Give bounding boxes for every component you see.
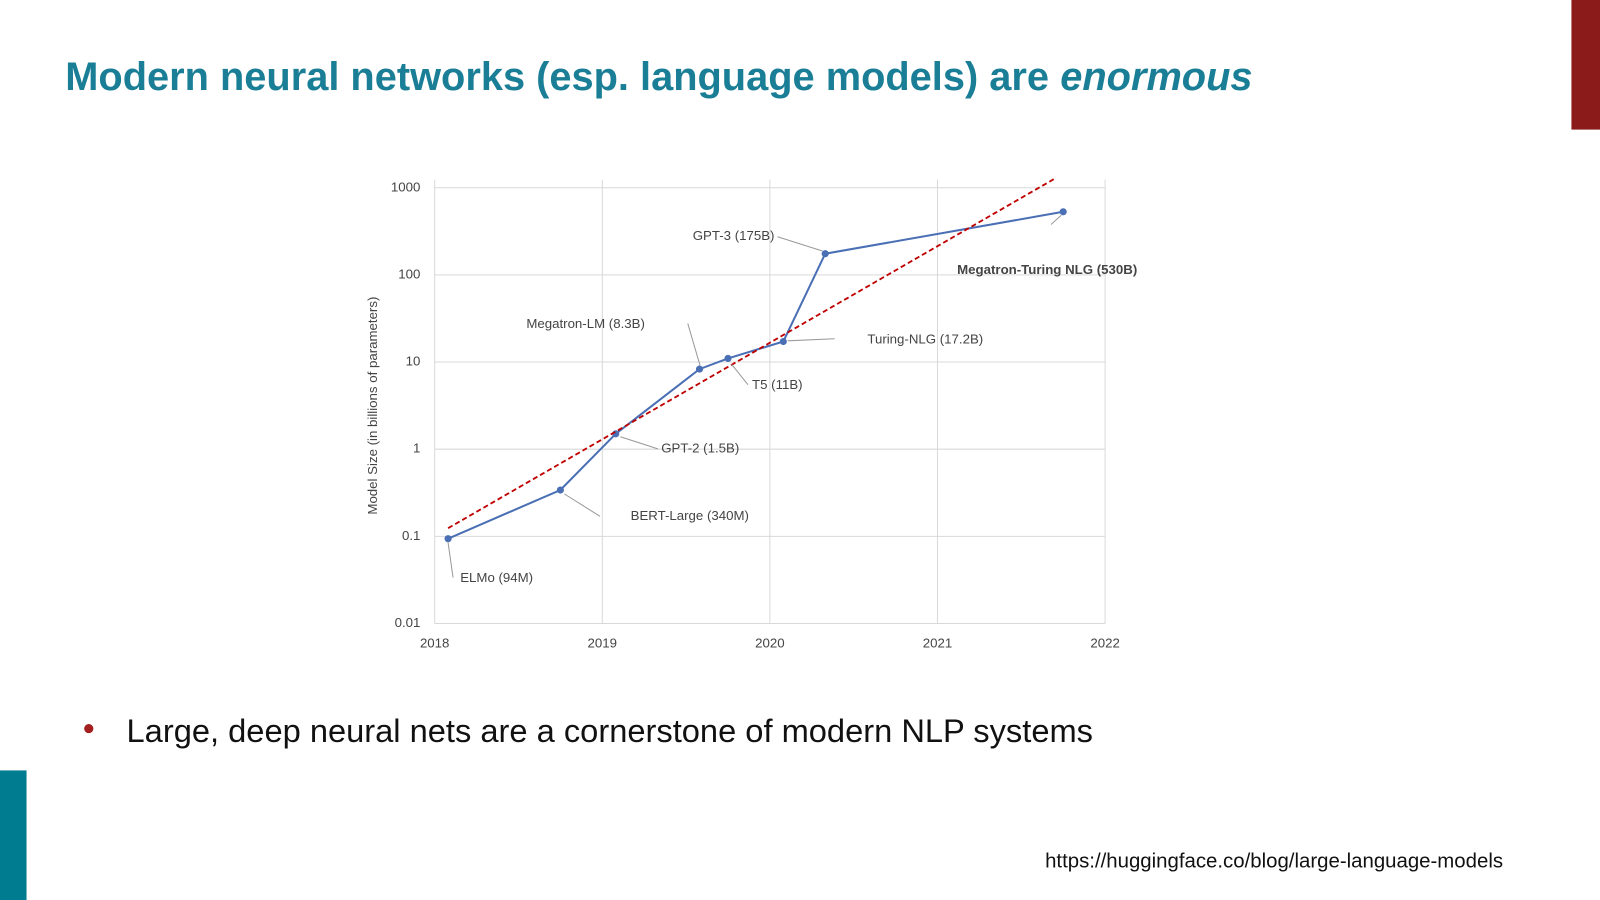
point-annotation: BERT-Large (340M) [631, 508, 749, 523]
leader-line [787, 338, 835, 342]
accent-bar [0, 770, 27, 900]
leader-line [620, 436, 659, 450]
data-point [779, 337, 787, 346]
data-point [1059, 208, 1067, 216]
point-annotation: Turing-NLG (17.2B) [867, 331, 983, 346]
title-emphasis: enormous [1060, 55, 1252, 99]
leader-line [1050, 214, 1062, 225]
trend-line [447, 177, 1056, 529]
y-tick-label: 1 [413, 441, 420, 456]
chart: 0.01 0.1 1 10 100 1000 2018 2019 2020 2021 2022 Mod… [365, 177, 1137, 650]
title-text: Modern neural networks (esp. language mo… [65, 55, 1049, 99]
x-tick-label: 2022 [1090, 635, 1119, 650]
leader-line [564, 493, 601, 517]
y-tick-label: 1000 [391, 179, 420, 194]
data-point [695, 365, 704, 373]
point-annotation: ELMo (94M) [460, 570, 533, 585]
bullet-dot [84, 723, 94, 734]
slide-title: Modern neural networks (esp. language mo… [65, 55, 1252, 99]
x-tick-label: 2018 [420, 635, 449, 650]
x-tick-label: 2020 [755, 635, 784, 650]
x-tick-label: 2019 [588, 635, 617, 650]
leader-line [447, 541, 454, 578]
y-axis-label: Model Size (in billions of parameters) [365, 297, 380, 515]
bullet-text: Large, deep neural nets are a cornerston… [127, 712, 1093, 749]
accent-bar [1571, 0, 1600, 130]
point-annotation: GPT-2 (1.5B) [661, 440, 739, 455]
data-point [724, 354, 732, 363]
point-annotation: Megatron-Turing NLG (530B) [957, 262, 1137, 277]
leader-line [777, 236, 823, 252]
point-annotation: Megatron-LM (8.3B) [526, 316, 645, 331]
data-point [821, 250, 829, 258]
leader-line [687, 323, 701, 366]
series-line [447, 210, 1064, 540]
y-tick-label: 0.01 [395, 615, 421, 630]
point-annotation: T5 (11B) [752, 377, 803, 392]
y-tick-label: 100 [398, 266, 420, 281]
source-link: https://huggingface.co/blog/large-langua… [1045, 850, 1503, 872]
y-tick-label: 0.1 [402, 528, 420, 543]
x-tick-label: 2021 [923, 635, 952, 650]
point-annotation: GPT-3 (175B) [693, 228, 775, 243]
leader-line [731, 363, 749, 386]
y-tick-label: 10 [406, 354, 421, 369]
data-point [556, 486, 564, 494]
data-point [444, 535, 452, 543]
